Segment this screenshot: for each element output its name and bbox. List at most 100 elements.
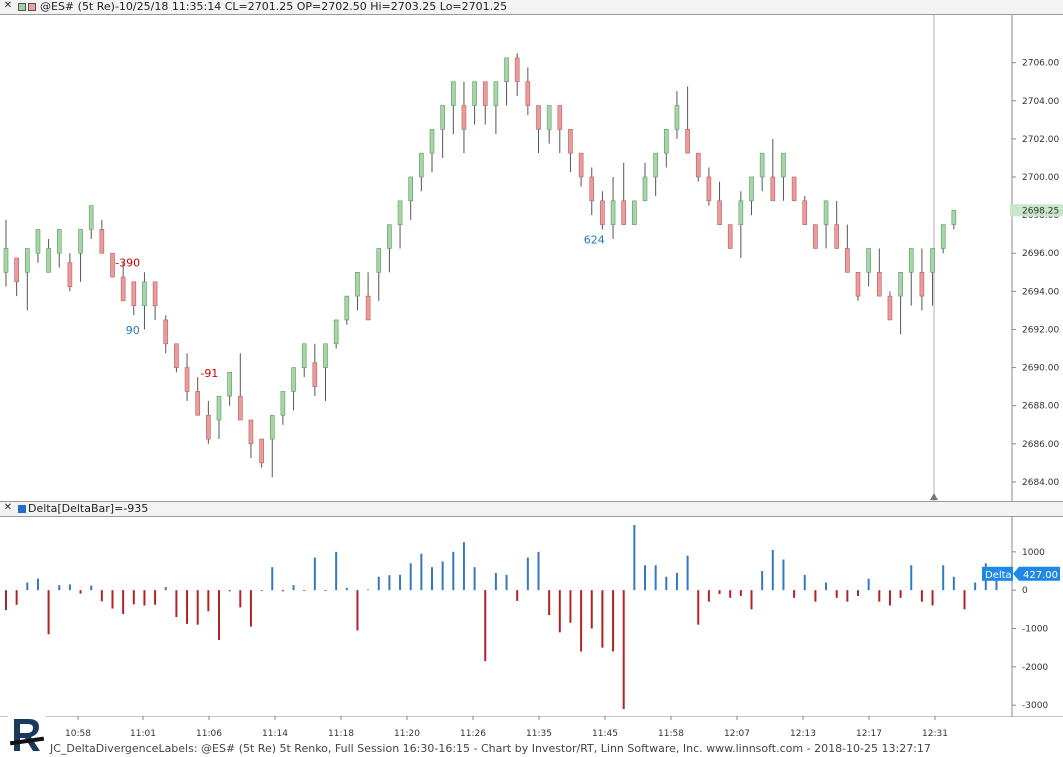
price-candle xyxy=(919,271,925,297)
price-candle xyxy=(387,224,392,249)
price-candle xyxy=(259,438,264,464)
delta-value-badge xyxy=(1013,566,1060,581)
time-tick-label: 11:45 xyxy=(592,729,618,739)
price-candle xyxy=(514,57,520,83)
price-candle xyxy=(717,200,722,225)
price-candle xyxy=(429,129,435,154)
price-candle xyxy=(269,414,275,440)
price-candle xyxy=(440,105,445,130)
price-candle xyxy=(855,271,861,297)
price-candle xyxy=(610,200,616,225)
investor-rt-logo xyxy=(8,715,46,755)
price-candle xyxy=(206,414,211,440)
price-candle xyxy=(738,200,744,225)
price-candle xyxy=(695,152,701,178)
price-candle xyxy=(632,200,637,225)
price-candle xyxy=(301,343,307,368)
divergence-label: -91 xyxy=(200,367,218,380)
price-candle xyxy=(706,176,712,202)
price-candle xyxy=(887,295,893,321)
price-candle xyxy=(227,372,232,397)
price-candle xyxy=(238,395,243,421)
price-candle xyxy=(845,248,850,273)
price-candle xyxy=(685,129,690,154)
delta-name-badge xyxy=(982,566,1013,581)
delta-value-label: 427.00 xyxy=(1023,570,1058,581)
price-candle xyxy=(674,105,680,130)
price-candle xyxy=(876,271,882,297)
last-price-label: 2698.25 xyxy=(1022,206,1059,216)
delta-series-swatch-icon xyxy=(18,505,26,513)
price-candle xyxy=(184,367,190,392)
delta-tick-label: 0 xyxy=(1022,586,1028,596)
time-tick-label: 11:06 xyxy=(196,729,222,739)
price-candle xyxy=(653,152,658,178)
price-candle xyxy=(397,200,403,225)
price-candle xyxy=(589,176,595,202)
delta-panel-header: ✕ Delta[DeltaBar]=-935 xyxy=(0,501,1063,517)
time-tick-label: 11:18 xyxy=(328,729,354,739)
price-candle xyxy=(78,229,83,254)
cursor-marker-icon xyxy=(930,493,938,500)
price-candle xyxy=(504,57,509,83)
price-candle xyxy=(770,176,776,202)
price-candle xyxy=(365,295,371,321)
price-tick-label: 2694.00 xyxy=(1022,287,1059,297)
price-candle xyxy=(163,319,169,345)
price-candle xyxy=(291,367,296,392)
price-candle xyxy=(834,224,840,249)
price-candle xyxy=(131,281,137,306)
time-tick-label: 11:14 xyxy=(262,729,288,739)
price-candle xyxy=(663,129,669,154)
price-panel-title: @ES# (5t Re)-10/25/18 11:35:14 CL=2701.2… xyxy=(40,0,508,13)
time-axis: 10:58 11:01 11:06 11:14 11:18 11:20 11:26 11:35… xyxy=(0,716,1063,739)
price-candle xyxy=(333,319,339,345)
delta-chart[interactable]: 1000 0 -1000 -2000 -3000 Delta 427.00 xyxy=(0,517,1063,717)
last-price-badge xyxy=(1010,204,1063,217)
down-color-swatch-icon xyxy=(28,3,36,11)
price-tick-label: 2692.00 xyxy=(1022,325,1059,335)
price-candle xyxy=(248,419,254,445)
delta-tick-label: -3000 xyxy=(1022,701,1048,711)
price-candle xyxy=(323,343,328,368)
price-candle xyxy=(216,395,222,421)
price-candle xyxy=(344,295,350,321)
delta-tick-label: -2000 xyxy=(1022,663,1048,673)
close-icon[interactable]: ✕ xyxy=(3,0,13,11)
price-candle xyxy=(110,252,115,278)
price-candle xyxy=(142,281,147,306)
price-candle xyxy=(174,343,179,368)
price-candle xyxy=(482,81,488,106)
price-candle xyxy=(813,224,818,249)
time-tick-label: 12:07 xyxy=(724,729,750,739)
price-candle xyxy=(450,81,456,106)
price-candle xyxy=(280,391,286,416)
time-tick-label: 12:31 xyxy=(922,729,948,739)
delta-tick-label: -1000 xyxy=(1022,625,1048,635)
price-candle xyxy=(35,229,41,254)
time-tick-label: 11:26 xyxy=(460,729,486,739)
price-tick-label: 2696.00 xyxy=(1022,249,1059,259)
price-candle xyxy=(823,200,829,225)
price-chart[interactable]: 2706.002704.002702.002700.002698.002696.… xyxy=(0,15,1063,501)
price-candle xyxy=(781,152,786,178)
price-candle xyxy=(152,281,158,306)
time-tick-label: 11:20 xyxy=(394,729,420,739)
delta-tick-label: 1000 xyxy=(1022,548,1045,558)
price-candle xyxy=(461,105,467,130)
price-tick-label: 2688.00 xyxy=(1022,402,1059,412)
price-candle xyxy=(930,248,935,273)
price-candle xyxy=(56,229,62,254)
price-candle xyxy=(727,224,733,249)
price-tick-label: 2700.00 xyxy=(1022,173,1059,183)
price-tick-label: 2702.00 xyxy=(1022,135,1059,145)
price-candle xyxy=(759,152,765,178)
price-candle xyxy=(536,105,541,130)
price-candle xyxy=(600,200,605,225)
price-candle xyxy=(866,248,871,273)
divergence-label: -390 xyxy=(115,257,140,270)
time-tick-label: 11:01 xyxy=(130,729,156,739)
price-tick-label: 2706.00 xyxy=(1022,59,1059,69)
close-icon[interactable]: ✕ xyxy=(3,502,13,513)
price-candle xyxy=(88,205,94,230)
